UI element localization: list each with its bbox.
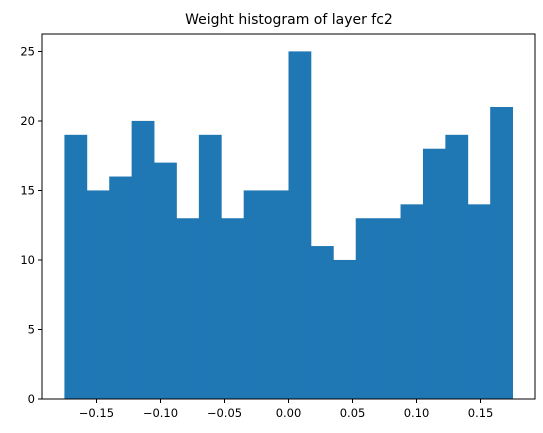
y-axis-ticks: 0 5 10 15 20 25 [20, 44, 42, 406]
histogram-bar [109, 176, 133, 399]
x-tick-label: 0.15 [468, 406, 494, 420]
x-tick-label: 0.05 [340, 406, 366, 420]
histogram-bar [378, 218, 401, 399]
histogram-bar [221, 218, 245, 399]
histogram-bar [131, 120, 155, 400]
y-tick-label: 10 [20, 253, 35, 267]
histogram-bar [333, 259, 357, 399]
histogram-bar [310, 246, 334, 399]
x-tick-label: −0.15 [79, 406, 114, 420]
histogram-bar [198, 134, 222, 400]
histogram-bar [288, 51, 312, 399]
histogram-bar [400, 204, 424, 399]
y-tick-label: 25 [20, 44, 35, 58]
y-tick-label: 20 [20, 114, 35, 128]
y-tick-label: 15 [20, 183, 35, 197]
y-tick-label: 0 [28, 392, 35, 406]
x-tick-label: 0.10 [404, 406, 430, 420]
y-tick-label: 5 [28, 322, 35, 336]
x-tick-label: −0.10 [143, 406, 178, 420]
histogram-bar [64, 134, 88, 400]
x-tick-label: −0.05 [207, 406, 242, 420]
chart-title: Weight histogram of layer fc2 [185, 12, 393, 28]
histogram-bar [266, 190, 289, 399]
histogram-bar [445, 134, 469, 400]
histogram-bar [422, 148, 446, 399]
histogram-bar [243, 190, 267, 399]
histogram-bar [154, 162, 177, 399]
plot-frame [41, 33, 536, 400]
histogram-bar [86, 190, 110, 399]
x-axis-ticks: −0.15 −0.10 −0.05 0.00 0.05 0.10 0.15 [79, 399, 494, 420]
histogram-bar [355, 218, 379, 399]
histogram-bar [490, 107, 513, 399]
bars-group [64, 51, 513, 400]
histogram-bar [467, 204, 491, 399]
histogram-bar [176, 218, 200, 399]
x-tick-label: 0.00 [276, 406, 302, 420]
